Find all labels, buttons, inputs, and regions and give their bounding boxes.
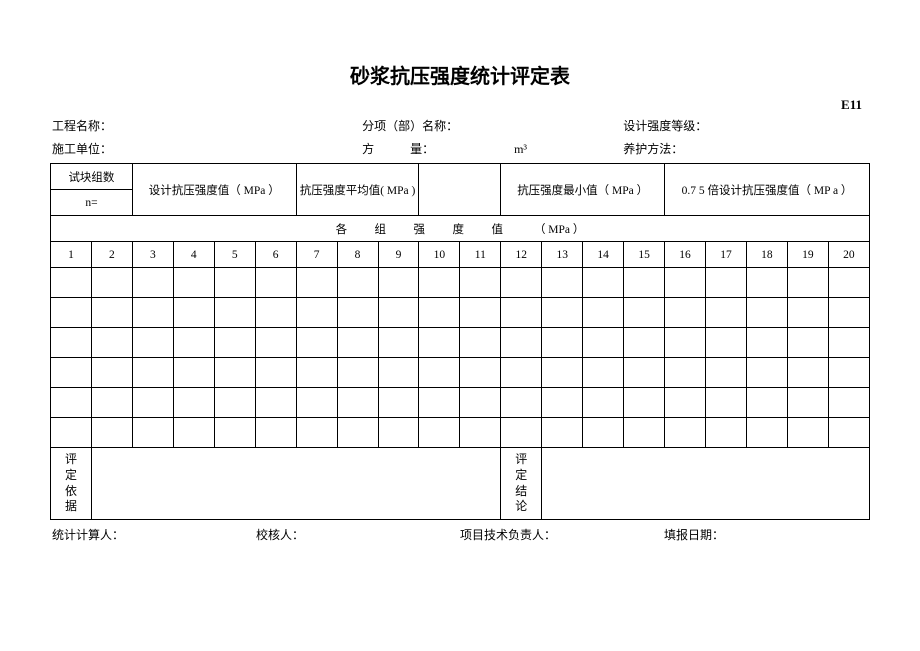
col-num: 18 [746, 242, 787, 268]
report-date-label: 填报日期： [664, 526, 868, 543]
check-person-label: 校核人： [256, 526, 460, 543]
col-num: 15 [624, 242, 665, 268]
tech-lead-label: 项目技术负责人： [460, 526, 664, 543]
main-table: 试块组数 设计抗压强度值（ MPa ） 抗压强度平均值( MPa ) 抗压强度最… [50, 163, 870, 520]
meta-row-2: 施工单位： 方 量： m³ 养护方法： [50, 140, 870, 157]
col-num: 1 [51, 242, 92, 268]
col-num: 14 [583, 242, 624, 268]
conclusion-label: 评定结论 [503, 452, 539, 514]
col-num: 2 [91, 242, 132, 268]
col-num: 6 [255, 242, 296, 268]
conclusion-label-cell: 评定结论 [501, 448, 542, 520]
col-num: 9 [378, 242, 419, 268]
footer-row: 统计计算人： 校核人： 项目技术负责人： 填报日期： [50, 526, 870, 543]
min-val-header: 抗压强度最小值（ MPa ） [501, 164, 665, 216]
basis-label: 评定依据 [53, 452, 89, 514]
section-title-row: 各 组 强 度 值 （ MPa ） [51, 216, 870, 242]
design-val-header: 设计抗压强度值（ MPa ） [132, 164, 296, 216]
col-num: 5 [214, 242, 255, 268]
basis-content-cell [91, 448, 500, 520]
avg-val-header: 抗压强度平均值( MPa ) [296, 164, 419, 216]
section-title-b: （ MPa ） [534, 224, 584, 236]
n-eq-cell: n= [51, 190, 133, 216]
calc-person-label: 统计计算人： [52, 526, 256, 543]
col-num: 4 [173, 242, 214, 268]
data-row [51, 298, 870, 328]
conclusion-content-cell [542, 448, 870, 520]
bottom-block-row: 评定依据 评定结论 [51, 448, 870, 520]
meta-row-1: 工程名称： 分项（部）名称： 设计强度等级： [50, 117, 870, 134]
data-row [51, 418, 870, 448]
cure-method-label: 养护方法： [623, 140, 868, 157]
form-title: 砂浆抗压强度统计评定表 [50, 60, 870, 89]
volume-label: 方 量： m³ [362, 140, 623, 157]
col-num: 13 [542, 242, 583, 268]
data-row [51, 388, 870, 418]
col-num: 10 [419, 242, 460, 268]
section-title-a: 各 组 强 度 值 [336, 224, 512, 236]
data-row [51, 358, 870, 388]
basis-label-cell: 评定依据 [51, 448, 92, 520]
form-code: E11 [50, 97, 870, 113]
col-num: 17 [706, 242, 747, 268]
volume-text: 方 量： [362, 140, 434, 157]
col-num: 20 [828, 242, 869, 268]
avg-val-cell [419, 164, 501, 216]
data-row [51, 328, 870, 358]
section-title: 各 组 强 度 值 （ MPa ） [51, 216, 870, 242]
col-num: 11 [460, 242, 501, 268]
header-row-1: 试块组数 设计抗压强度值（ MPa ） 抗压强度平均值( MPa ) 抗压强度最… [51, 164, 870, 190]
factor-val-header: 0.7 5 倍设计抗压强度值（ MP a ） [665, 164, 870, 216]
project-name-label: 工程名称： [52, 117, 362, 134]
col-num: 16 [665, 242, 706, 268]
column-numbers-row: 1 2 3 4 5 6 7 8 9 10 11 12 13 14 15 16 1… [51, 242, 870, 268]
design-grade-label: 设计强度等级： [623, 117, 868, 134]
subitem-name-label: 分项（部）名称： [362, 117, 623, 134]
volume-unit: m³ [514, 142, 527, 157]
col-num: 3 [132, 242, 173, 268]
data-row [51, 268, 870, 298]
groups-header: 试块组数 [51, 164, 133, 190]
col-num: 12 [501, 242, 542, 268]
col-num: 7 [296, 242, 337, 268]
col-num: 19 [787, 242, 828, 268]
construction-unit-label: 施工单位： [52, 140, 362, 157]
col-num: 8 [337, 242, 378, 268]
